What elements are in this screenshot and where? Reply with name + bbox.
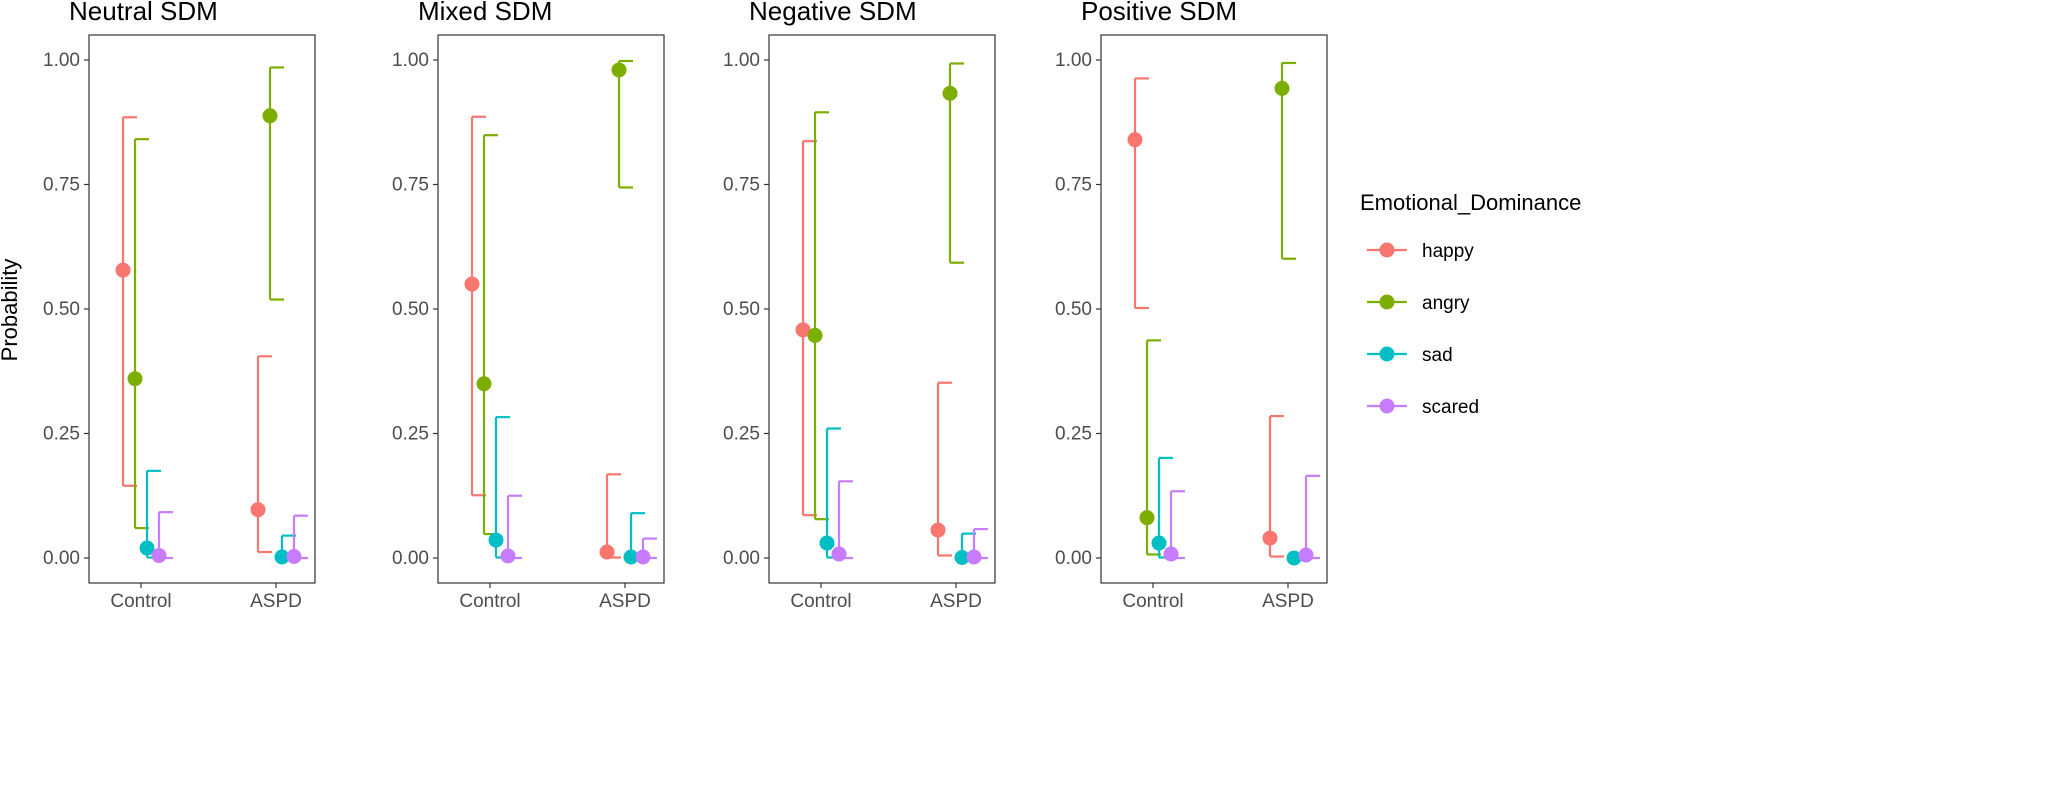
y-tick-label: 1.00: [1055, 50, 1092, 71]
point-angry: [476, 376, 492, 392]
legend-key-point: [1379, 242, 1395, 258]
y-tick-label: 0.75: [1055, 175, 1092, 196]
point-happy: [1262, 530, 1278, 546]
panel-3: Negative SDM 0.00 0.25 0.50 0.75 1.00 Control A…: [723, 0, 996, 612]
y-tick-label: 0.25: [43, 424, 80, 445]
point-angry: [942, 85, 958, 101]
point-angry: [1139, 510, 1155, 526]
legend-key-point: [1379, 294, 1395, 310]
point-angry: [1274, 80, 1290, 96]
point-scared: [500, 548, 516, 564]
point-sad: [1151, 535, 1167, 551]
panel-1: Neutral SDM 0.00 0.25 0.50 0.75 1.00 Control AS…: [43, 0, 316, 612]
x-tick-label: Control: [790, 591, 851, 612]
legend-item-angry: angry: [1367, 293, 1470, 314]
point-sad: [819, 535, 835, 551]
legend-item-sad: sad: [1367, 345, 1453, 366]
y-tick-label: 0.50: [392, 299, 429, 320]
y-tick-label: 0.75: [392, 175, 429, 196]
legend-label: angry: [1422, 293, 1470, 314]
point-sad: [139, 540, 155, 556]
errorbar-angry: [133, 138, 149, 530]
y-tick-label: 0.50: [723, 299, 760, 320]
panel-4: Positive SDM 0.00 0.25 0.50 0.75 1.00 Control A…: [1055, 0, 1328, 612]
point-angry: [807, 327, 823, 343]
y-tick-label: 0.75: [43, 175, 80, 196]
errorbar-angry: [268, 66, 284, 301]
errorbar-happy: [256, 355, 272, 554]
y-tick-label: 1.00: [43, 50, 80, 71]
y-tick-label: 0.75: [723, 175, 760, 196]
legend-label: sad: [1422, 345, 1453, 366]
x-tick-label: Control: [459, 591, 520, 612]
errorbar-scared: [1304, 474, 1320, 560]
y-tick-label: 0.25: [723, 424, 760, 445]
point-scared: [1298, 547, 1314, 563]
legend-label: scared: [1422, 397, 1479, 418]
panel-title: Negative SDM: [749, 0, 917, 26]
point-happy: [1127, 132, 1143, 148]
point-happy: [464, 276, 480, 292]
y-tick-label: 0.00: [1055, 548, 1092, 569]
legend-title: Emotional_Dominance: [1360, 190, 1581, 215]
point-scared: [966, 549, 982, 565]
y-axis-title: Probability: [0, 259, 22, 362]
panel-title: Positive SDM: [1081, 0, 1237, 26]
point-happy: [795, 322, 811, 338]
point-scared: [635, 549, 651, 565]
panel-title: Mixed SDM: [418, 0, 552, 26]
point-sad: [274, 549, 290, 565]
point-sad: [488, 532, 504, 548]
legend-key-point: [1379, 346, 1395, 362]
point-angry: [262, 108, 278, 124]
y-tick-label: 0.00: [43, 548, 80, 569]
point-happy: [930, 522, 946, 538]
y-tick-label: 0.00: [392, 548, 429, 569]
point-scared: [831, 546, 847, 562]
errorbar-happy: [1133, 77, 1149, 310]
point-scared: [1163, 546, 1179, 562]
y-tick-label: 1.00: [392, 50, 429, 71]
point-sad: [1286, 550, 1302, 566]
point-angry: [127, 371, 143, 387]
point-sad: [954, 550, 970, 566]
x-tick-label: ASPD: [250, 591, 302, 612]
y-tick-label: 0.50: [43, 299, 80, 320]
point-happy: [115, 262, 131, 278]
point-angry: [611, 62, 627, 78]
y-tick-label: 0.25: [1055, 424, 1092, 445]
y-tick-label: 0.00: [723, 548, 760, 569]
y-tick-label: 0.50: [1055, 299, 1092, 320]
x-tick-label: ASPD: [930, 591, 982, 612]
legend-key-point: [1379, 398, 1395, 414]
x-tick-label: Control: [1122, 591, 1183, 612]
x-tick-label: ASPD: [1262, 591, 1314, 612]
point-sad: [623, 549, 639, 565]
point-happy: [599, 544, 615, 560]
legend-label: happy: [1422, 241, 1474, 262]
y-tick-label: 1.00: [723, 50, 760, 71]
panel-title: Neutral SDM: [69, 0, 218, 26]
errorbar-scared: [837, 480, 853, 560]
x-tick-label: ASPD: [599, 591, 651, 612]
point-scared: [151, 548, 167, 564]
x-tick-label: Control: [110, 591, 171, 612]
y-tick-label: 0.25: [392, 424, 429, 445]
point-happy: [250, 502, 266, 518]
legend-item-happy: happy: [1367, 241, 1474, 262]
errorbar-scared: [506, 494, 522, 560]
errorbar-angry: [617, 59, 633, 189]
legend-item-scared: scared: [1367, 397, 1479, 418]
panel-2: Mixed SDM 0.00 0.25 0.50 0.75 1.00 Control ASPD: [392, 0, 665, 612]
point-scared: [286, 549, 302, 565]
